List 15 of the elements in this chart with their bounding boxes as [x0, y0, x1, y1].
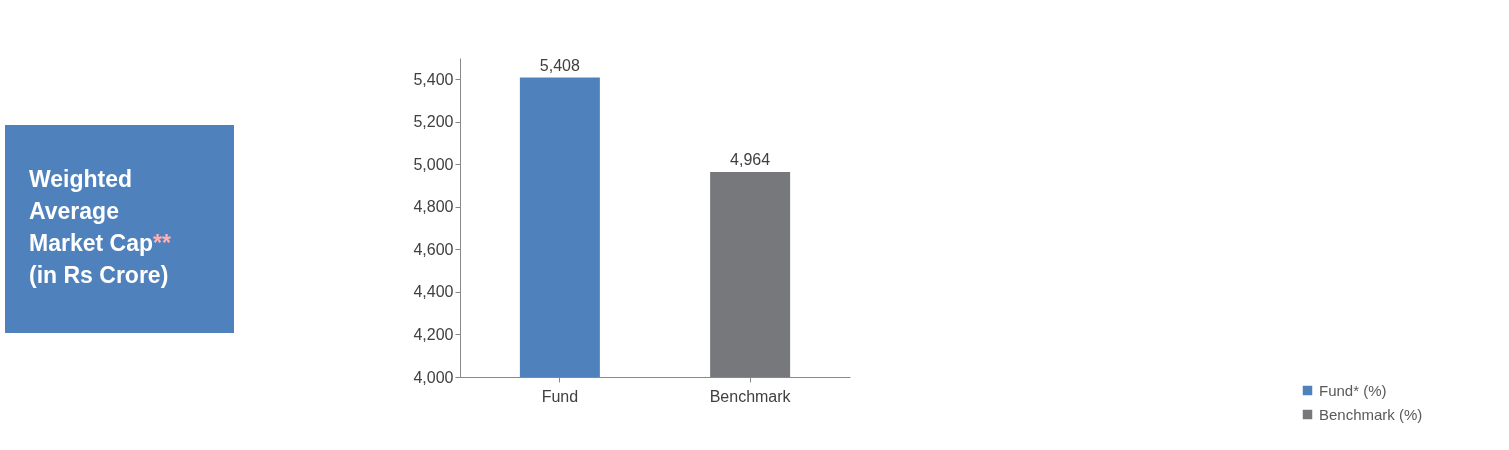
y-tick-label: 4,400: [413, 283, 454, 301]
y-tick-label: 5,200: [413, 113, 454, 131]
y-tick-label: 4,600: [413, 240, 454, 258]
y-tick-label: 5,400: [413, 70, 454, 88]
y-tick-label: 5,000: [413, 155, 454, 173]
data-label: 4,964: [730, 150, 771, 168]
legend-label: Benchmark (%): [1319, 405, 1423, 423]
x-tick-label: Fund: [541, 387, 579, 405]
y-tick-label: 4,800: [413, 198, 454, 216]
data-label: 5,408: [539, 56, 580, 74]
y-tick-label: 4,000: [413, 368, 454, 386]
x-tick-label: Benchmark: [709, 387, 792, 405]
legend-label: Fund* (%): [1319, 381, 1387, 399]
text: Weighted Average Market Cap** (in Rs Crore): [29, 166, 171, 288]
y-tick-label: 4,200: [413, 325, 454, 343]
